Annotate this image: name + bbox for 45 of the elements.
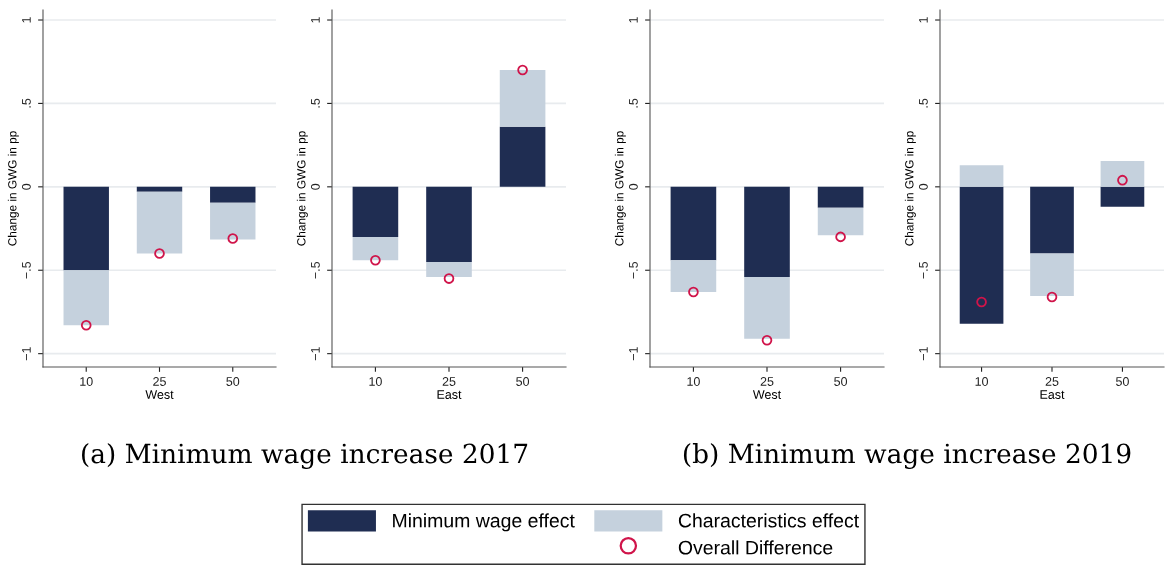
y-tick-label: 1 <box>311 17 320 23</box>
x-axis-title: East <box>1040 390 1065 399</box>
text: (b) Minimum wage increase 2019 <box>683 443 1131 469</box>
x-tick-label: 25 <box>760 377 774 386</box>
x-tick-label: 10 <box>687 377 700 386</box>
y-tick-label: .5 <box>629 98 638 108</box>
text: (a) Minimum wage increase 2017 <box>82 443 528 469</box>
y-tick-label: −1 <box>919 347 928 361</box>
x-tick-label: 10 <box>975 377 989 386</box>
x-axis-title: West <box>145 390 174 399</box>
y-tick-label: −.5 <box>919 261 928 279</box>
x-tick-label: 50 <box>1115 377 1129 386</box>
legend-label: Characteristics effect <box>678 513 859 528</box>
y-tick-label: .5 <box>919 98 928 108</box>
x-tick-label: 50 <box>226 377 240 386</box>
x-tick-label: 50 <box>516 377 530 386</box>
y-tick-label: 1 <box>22 17 31 23</box>
y-tick-label: .5 <box>22 98 31 108</box>
y-tick-label: 0 <box>918 183 928 190</box>
y-axis-title: Change in GWG in pp <box>614 131 626 246</box>
y-tick-label: 0 <box>21 183 31 190</box>
y-tick-label: 1 <box>919 17 928 23</box>
y-tick-label: 0 <box>628 183 638 190</box>
y-tick-label: −.5 <box>22 261 31 279</box>
legend-label: Minimum wage effect <box>393 513 575 532</box>
y-tick-label: −1 <box>22 347 31 361</box>
x-axis-title: West <box>752 390 782 399</box>
y-tick-label: −.5 <box>311 261 320 279</box>
y-tick-label: .5 <box>311 98 320 108</box>
legend-label: Overall Difference <box>678 540 833 555</box>
y-axis-title: Change in GWG in pp <box>904 131 916 246</box>
y-axis-title: Change in GWG in pp <box>7 131 19 246</box>
x-tick-label: 25 <box>1045 377 1059 386</box>
y-tick-label: −1 <box>629 347 638 361</box>
x-tick-label: 50 <box>834 377 848 386</box>
y-tick-label: 0 <box>310 183 320 190</box>
y-tick-label: −1 <box>311 347 320 361</box>
x-tick-label: 10 <box>80 377 93 386</box>
x-tick-label: 25 <box>153 377 166 386</box>
x-tick-label: 25 <box>442 377 456 386</box>
x-axis-title: East <box>437 390 462 399</box>
y-tick-label: 1 <box>629 17 638 23</box>
x-tick-label: 10 <box>369 377 382 386</box>
y-tick-label: −.5 <box>629 261 638 279</box>
y-axis-title: Change in GWG in pp <box>296 131 308 246</box>
